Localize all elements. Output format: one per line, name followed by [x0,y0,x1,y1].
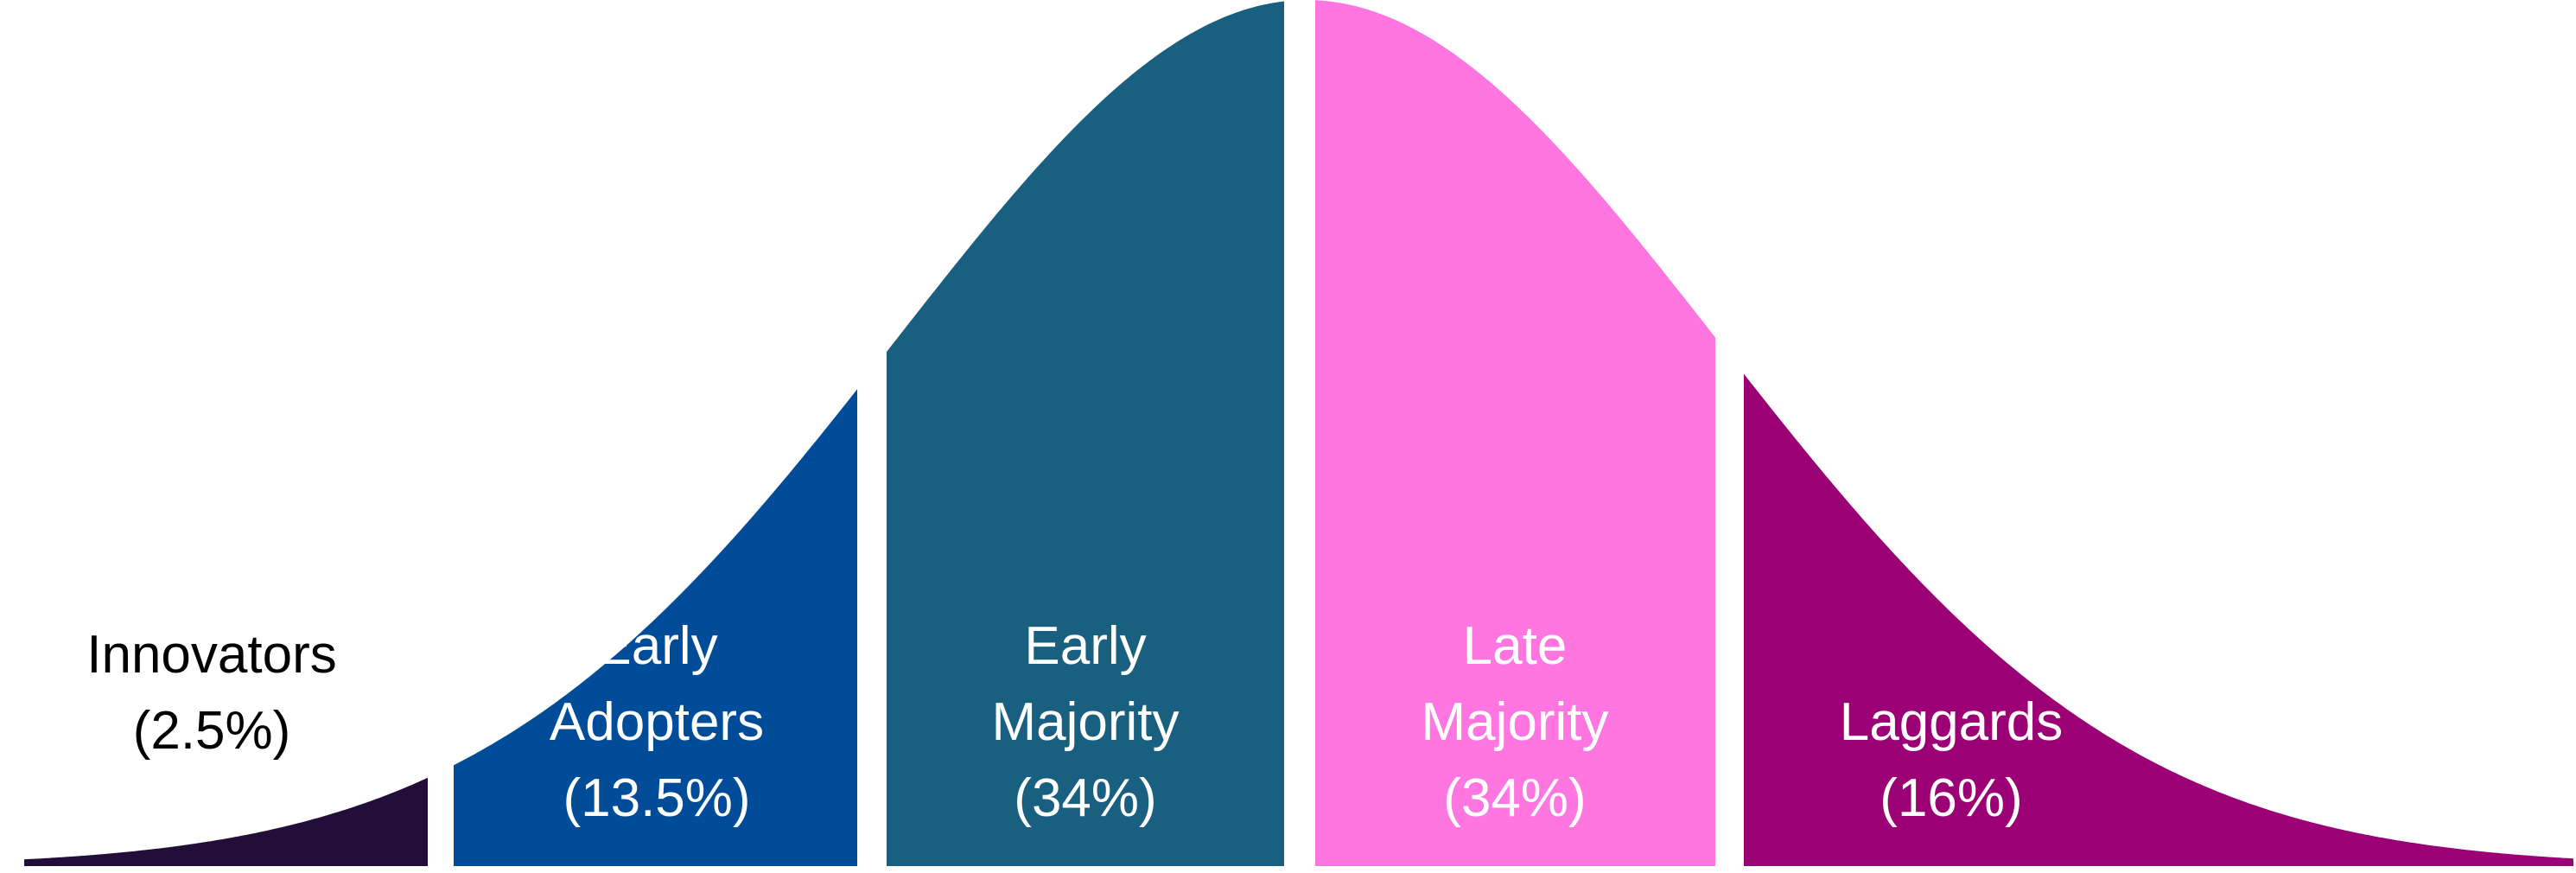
label-early-majority-line-3: (34%) [1014,768,1157,828]
segment-early-adopters [454,389,857,866]
segment-laggards [1744,373,2573,866]
label-early-majority-line-1: Early [1024,616,1147,676]
label-laggards-line-1: Laggards [1839,692,2064,752]
segment-early-majority [887,1,1284,866]
label-innovators-line-1: Innovators [86,625,337,685]
label-early-majority: Early Majority (34%) [991,609,1179,837]
label-early-adopters-line-1: Early [595,616,718,676]
label-late-majority: Late Majority (34%) [1421,609,1608,837]
label-early-adopters-line-2: Adopters [549,692,765,752]
label-late-majority-line-1: Late [1462,616,1568,676]
label-laggards: Laggards (16%) [1840,685,2064,837]
label-late-majority-line-3: (34%) [1443,768,1587,828]
segment-innovators [24,777,428,866]
label-late-majority-line-2: Majority [1421,692,1609,752]
label-early-adopters-line-3: (13.5%) [563,768,751,828]
segment-late-majority [1315,0,1715,866]
label-innovators: Innovators (2.5%) [86,617,337,769]
label-early-adopters: Early Adopters (13.5%) [550,609,764,837]
label-early-majority-line-2: Majority [991,692,1180,752]
label-innovators-line-2: (2.5%) [132,701,291,761]
label-laggards-line-2: (16%) [1880,768,2023,828]
